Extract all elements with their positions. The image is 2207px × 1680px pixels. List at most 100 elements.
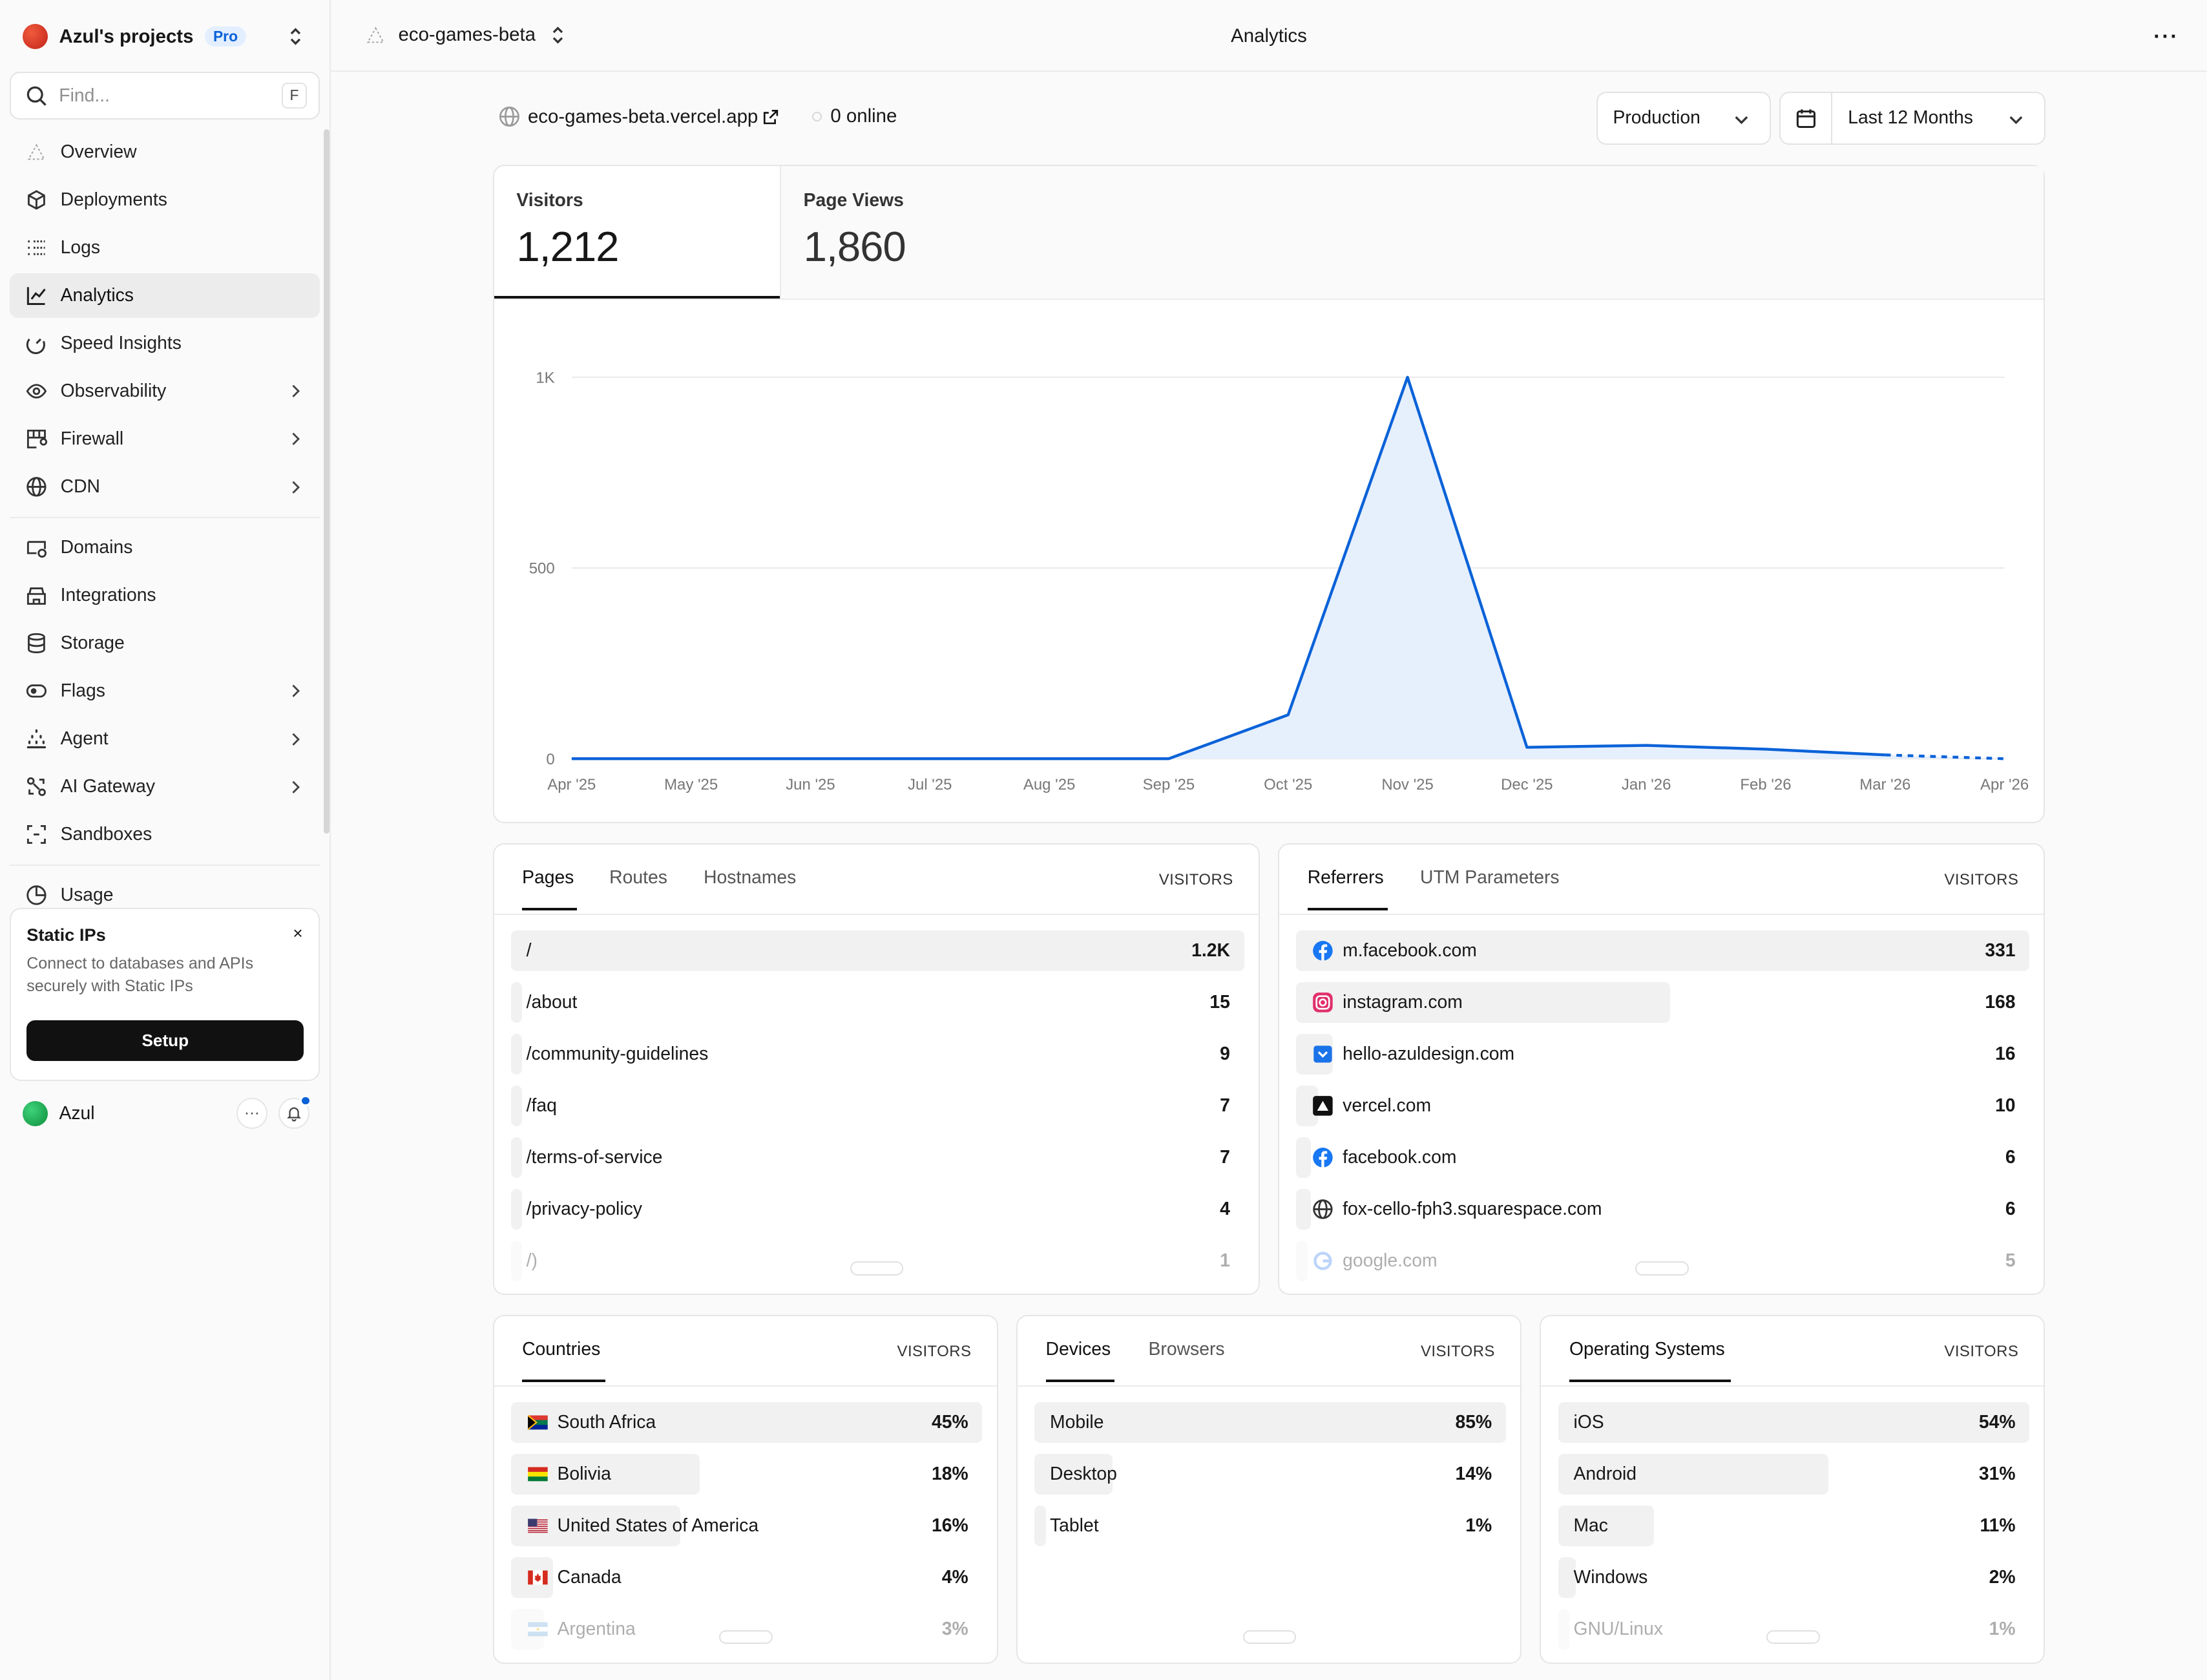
list-item[interactable]: Windows 2% bbox=[1558, 1557, 2030, 1598]
find-box[interactable]: F bbox=[10, 72, 320, 120]
list-item[interactable]: instagram.com 168 bbox=[1296, 982, 2029, 1023]
integrations-icon bbox=[25, 584, 48, 607]
active-tab-indicator bbox=[522, 1379, 605, 1383]
sidebar-scrollbar[interactable] bbox=[324, 129, 329, 834]
tab-referrers[interactable]: Referrers bbox=[1307, 866, 1384, 888]
expand-handle[interactable] bbox=[719, 1630, 773, 1644]
list-item[interactable]: / 1.2K bbox=[510, 930, 1244, 972]
sidebar-item-domains[interactable]: Domains bbox=[10, 525, 319, 571]
list-item[interactable]: Tablet 1% bbox=[1034, 1505, 1506, 1546]
expand-handle[interactable] bbox=[1766, 1630, 1820, 1644]
sidebar-item-firewall[interactable]: Firewall bbox=[10, 417, 319, 462]
list-item[interactable]: vercel.com 10 bbox=[1296, 1085, 2029, 1126]
notifications-button[interactable] bbox=[278, 1095, 311, 1129]
list-item[interactable]: google.com 5 bbox=[1296, 1240, 2029, 1281]
list-item[interactable]: iOS 54% bbox=[1558, 1402, 2030, 1443]
team-switcher[interactable]: Azul's projects Pro bbox=[22, 20, 315, 54]
value-bar bbox=[1558, 1505, 1655, 1546]
page-views-stat-tab[interactable]: Page Views 1,860 bbox=[779, 165, 1062, 299]
visitors-line-chart[interactable]: 0 500 1K Apr '25 May '25 Jun '25 Jul '25 Aug '2… bbox=[494, 300, 2044, 823]
tab-countries[interactable]: Countries bbox=[522, 1338, 601, 1360]
tab-operating-systems[interactable]: Operating Systems bbox=[1569, 1338, 1725, 1360]
list-item[interactable]: hello-azuldesign.com 16 bbox=[1296, 1033, 2029, 1075]
chevron-up-down-icon[interactable] bbox=[284, 25, 307, 48]
list-item[interactable]: Bolivia 18% bbox=[510, 1453, 983, 1495]
list-item[interactable]: m.facebook.com 331 bbox=[1296, 930, 2030, 972]
sidebar-item-observability[interactable]: Observability bbox=[10, 369, 319, 414]
page-views-value: 1,860 bbox=[803, 223, 906, 271]
sidebar-item-cdn[interactable]: CDN bbox=[10, 465, 319, 510]
list-item[interactable]: Canada 4% bbox=[510, 1557, 983, 1598]
list-item[interactable]: Android 31% bbox=[1558, 1453, 2030, 1495]
list-item[interactable]: /about 15 bbox=[510, 982, 1244, 1023]
sidebar-item-storage[interactable]: Storage bbox=[10, 621, 319, 666]
value-bar bbox=[510, 1137, 523, 1178]
referrers-panel: Referrers UTM Parameters VISITORS m.face… bbox=[1278, 843, 2045, 1296]
sidebar-item-sandboxes[interactable]: Sandboxes bbox=[10, 812, 319, 857]
list-item[interactable]: Mac 11% bbox=[1558, 1505, 2030, 1546]
list-item-value: 31% bbox=[1978, 1463, 2016, 1484]
usa-flag-icon bbox=[527, 1515, 549, 1537]
visitors-stat-tab[interactable]: Visitors 1,212 bbox=[494, 166, 780, 299]
tab-pages[interactable]: Pages bbox=[522, 866, 574, 888]
setup-button[interactable]: Setup bbox=[26, 1020, 304, 1062]
sidebar-item-ai-gateway[interactable]: AI Gateway bbox=[10, 764, 319, 810]
x-tick-label: Jul '25 bbox=[908, 776, 952, 793]
value-bar bbox=[510, 930, 1244, 972]
user-menu[interactable]: Azul ··· bbox=[22, 1095, 319, 1129]
list-item-label: South Africa bbox=[557, 1411, 656, 1433]
tab-utm-parameters[interactable]: UTM Parameters bbox=[1420, 866, 1560, 888]
list-item[interactable]: Desktop 14% bbox=[1034, 1453, 1506, 1495]
list-item[interactable]: /community-guidelines 9 bbox=[510, 1033, 1244, 1075]
list-item[interactable]: fox-cello-fph3.squarespace.com 6 bbox=[1296, 1188, 2029, 1230]
expand-handle[interactable] bbox=[1242, 1630, 1297, 1644]
sidebar-item-agent[interactable]: Agent bbox=[10, 717, 319, 762]
list-item[interactable]: United States of America 16% bbox=[510, 1505, 983, 1546]
list-item-label: Canada bbox=[557, 1566, 622, 1588]
chevron-right-icon bbox=[286, 381, 306, 401]
list-item-label-group: /community-guidelines bbox=[511, 1044, 709, 1065]
sidebar-item-speed-insights[interactable]: Speed Insights bbox=[10, 321, 319, 366]
globe-icon bbox=[25, 476, 48, 498]
list-item[interactable]: /privacy-policy 4 bbox=[510, 1188, 1244, 1230]
environment-dropdown[interactable]: Production bbox=[1596, 91, 1771, 145]
list-item[interactable]: /) 1 bbox=[510, 1240, 1244, 1281]
sidebar-item-logs[interactable]: Logs bbox=[10, 226, 319, 271]
calendar-button[interactable] bbox=[1781, 92, 1833, 144]
list-item[interactable]: /terms-of-service 7 bbox=[510, 1137, 1244, 1178]
agent-icon bbox=[25, 728, 48, 750]
list-item-label-group: /faq bbox=[511, 1095, 557, 1117]
list-item-value: 14% bbox=[1455, 1463, 1492, 1484]
expand-handle[interactable] bbox=[1635, 1261, 1689, 1276]
list-item[interactable]: Argentina 3% bbox=[510, 1608, 983, 1650]
deployment-url-link[interactable]: eco-games-beta.vercel.app bbox=[498, 105, 779, 128]
find-input[interactable] bbox=[59, 85, 271, 107]
expand-handle[interactable] bbox=[850, 1261, 904, 1276]
list-item[interactable]: facebook.com 6 bbox=[1296, 1137, 2029, 1178]
list-item-label: /community-guidelines bbox=[526, 1043, 709, 1064]
tab-routes[interactable]: Routes bbox=[609, 866, 667, 888]
list-item[interactable]: /faq 7 bbox=[510, 1085, 1244, 1126]
sidebar-item-overview[interactable]: Overview bbox=[10, 129, 319, 174]
sidebar-item-flags[interactable]: Flags bbox=[10, 669, 319, 714]
sidebar-item-label: Firewall bbox=[60, 428, 124, 450]
list-item-label-group: Canada bbox=[511, 1566, 622, 1589]
sidebar-item-deployments[interactable]: Deployments bbox=[10, 178, 319, 223]
tab-browsers[interactable]: Browsers bbox=[1148, 1338, 1225, 1360]
sidebar-item-usage[interactable]: Usage bbox=[10, 873, 319, 918]
more-menu-icon[interactable]: ··· bbox=[2153, 24, 2179, 48]
more-options-button[interactable]: ··· bbox=[236, 1098, 267, 1129]
x-tick-label: Sep '25 bbox=[1142, 776, 1195, 793]
close-icon[interactable]: × bbox=[293, 923, 303, 943]
list-item[interactable]: South Africa 45% bbox=[510, 1402, 983, 1443]
list-item[interactable]: Mobile 85% bbox=[1034, 1402, 1506, 1443]
project-switcher[interactable]: eco-games-beta bbox=[364, 24, 569, 47]
value-bar bbox=[510, 1402, 983, 1443]
sidebar-item-analytics[interactable]: Analytics bbox=[10, 273, 320, 319]
tab-hostnames[interactable]: Hostnames bbox=[704, 866, 797, 888]
list-item[interactable]: GNU/Linux 1% bbox=[1558, 1608, 2030, 1650]
top-bar: Analytics eco-games-beta ··· bbox=[330, 0, 2207, 72]
tab-devices[interactable]: Devices bbox=[1045, 1338, 1111, 1360]
date-range-dropdown[interactable]: Last 12 Months bbox=[1779, 91, 2045, 145]
sidebar-item-integrations[interactable]: Integrations bbox=[10, 573, 319, 618]
